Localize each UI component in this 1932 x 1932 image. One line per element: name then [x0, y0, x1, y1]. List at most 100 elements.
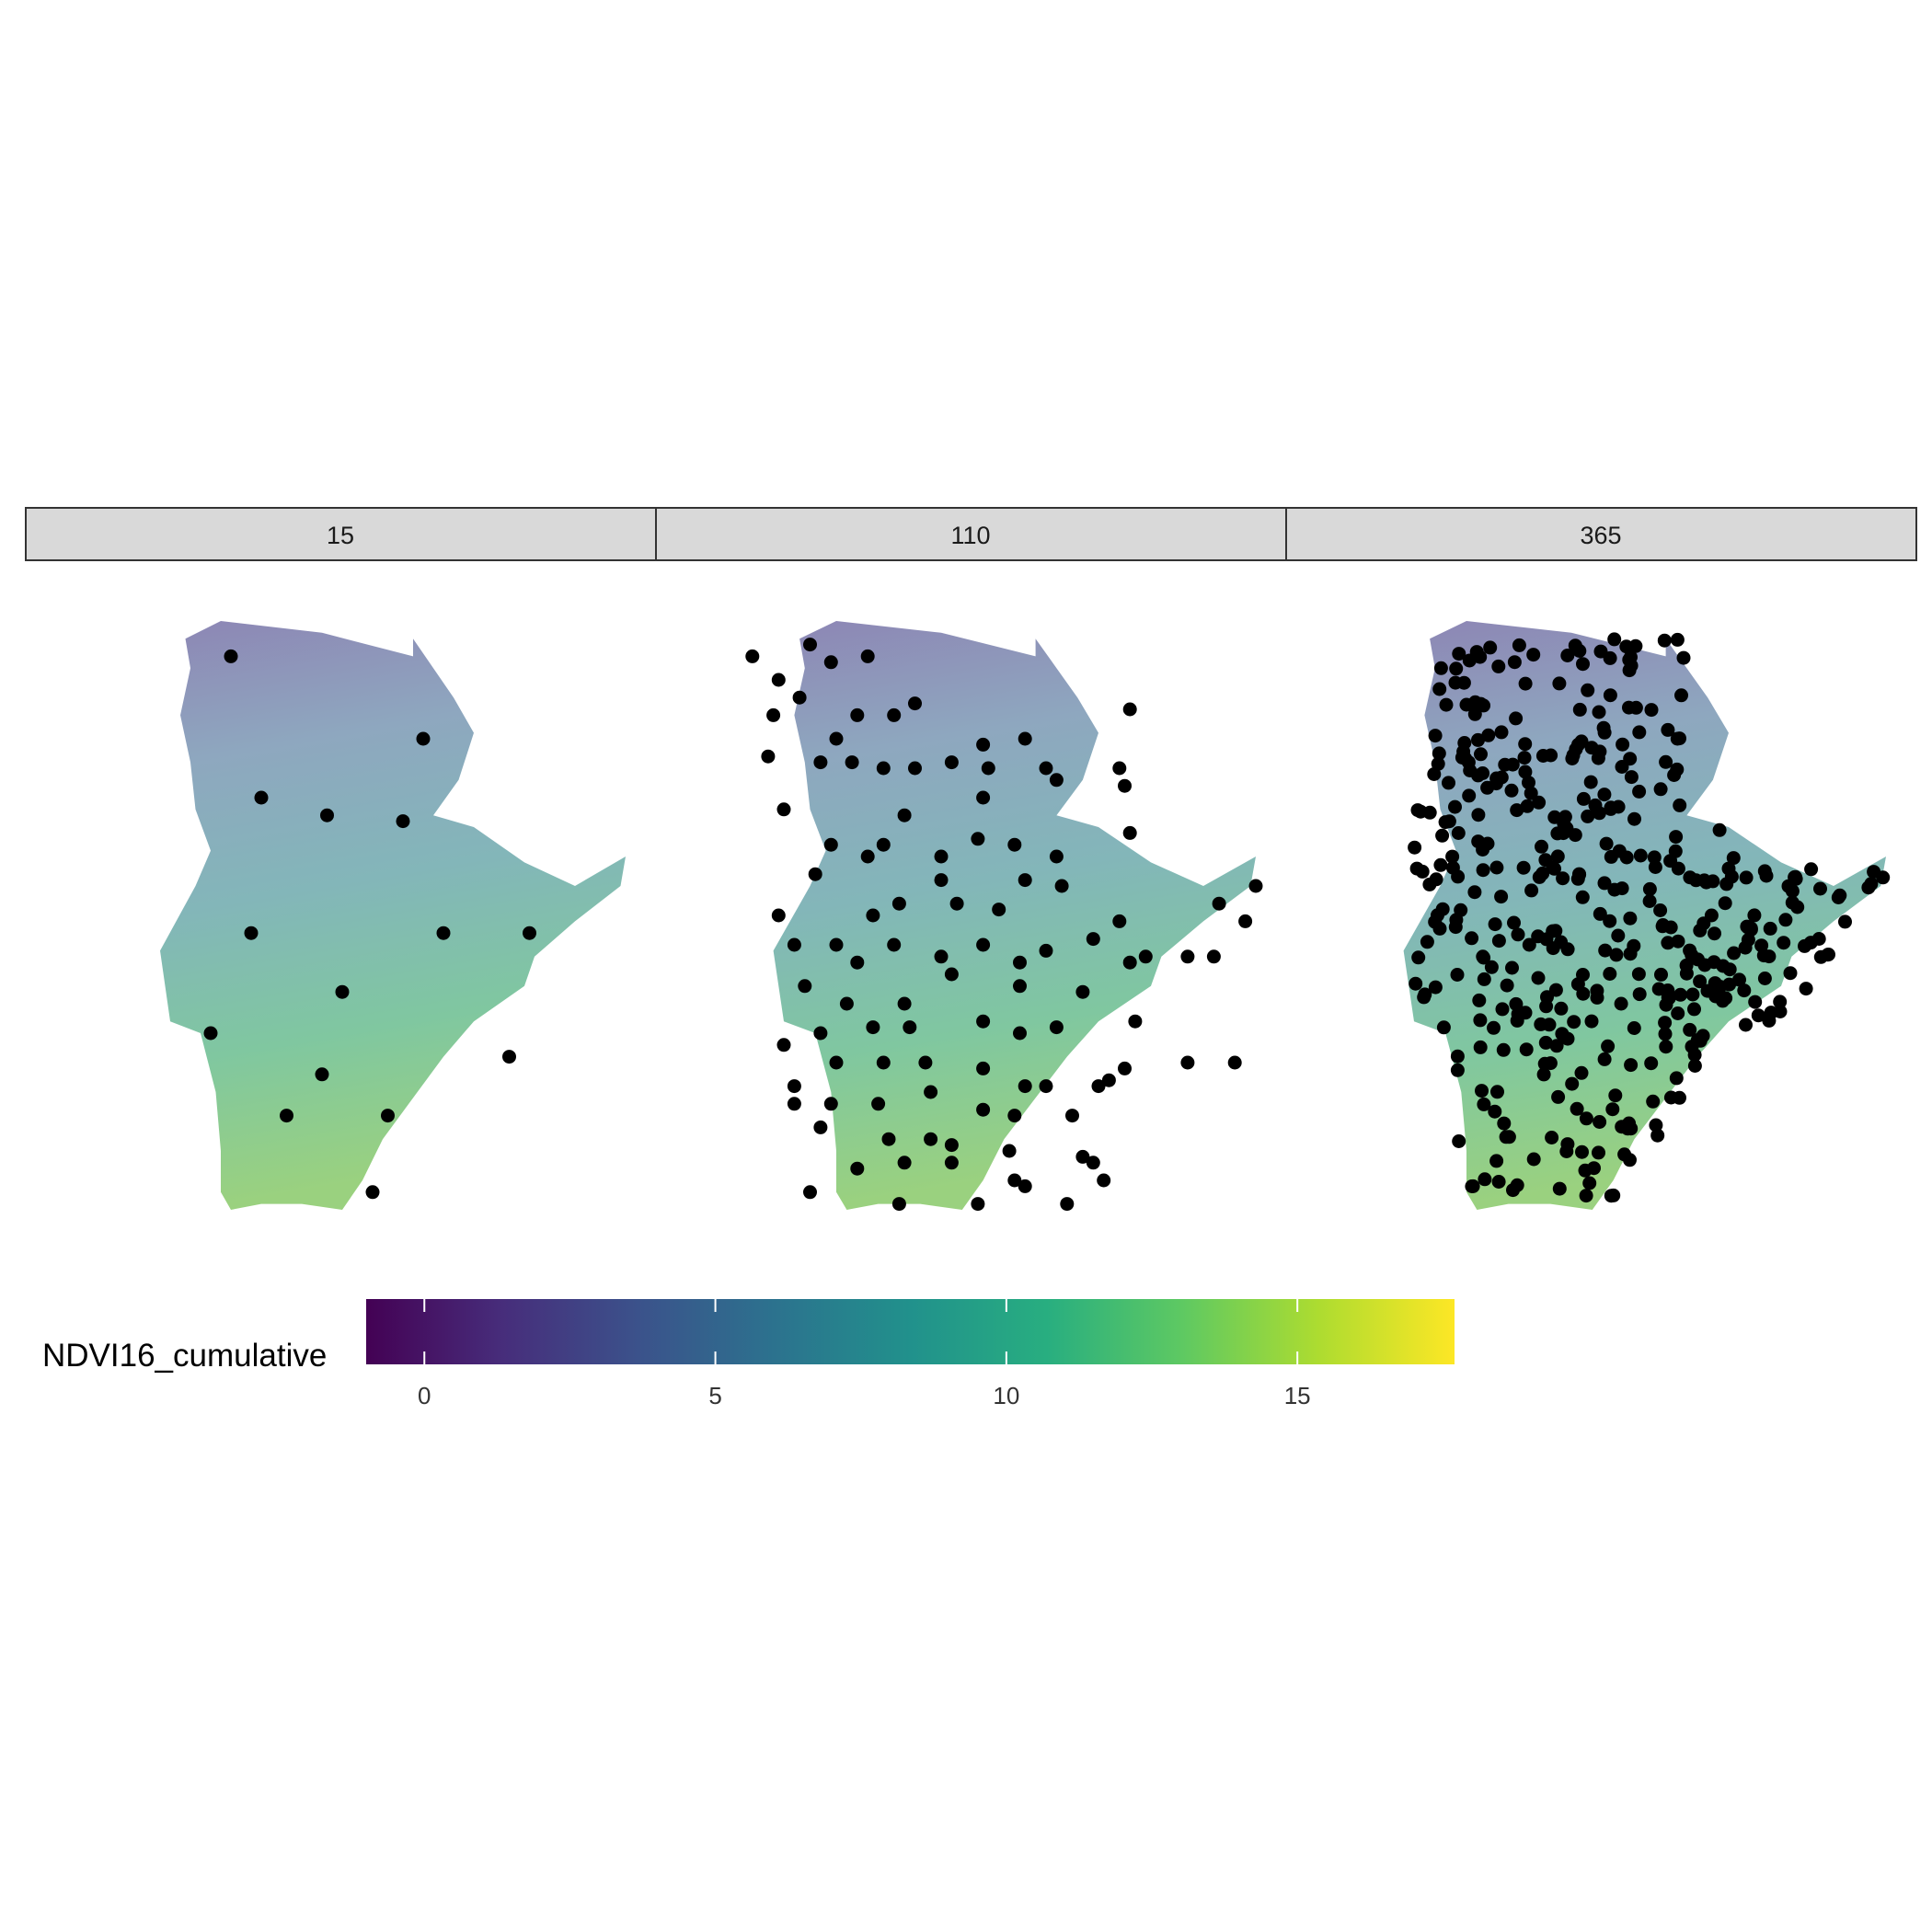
facet-strip-3-label: 365 [1580, 522, 1621, 549]
point-p2-49 [1039, 943, 1053, 958]
point-p2-14 [876, 761, 891, 776]
point-p3-172 [1428, 980, 1443, 995]
point-p3-245 [1579, 1111, 1593, 1126]
point-p2-11 [761, 749, 776, 764]
point-p3-225 [1473, 650, 1488, 664]
point-p2-98 [944, 1138, 959, 1153]
point-p2-90 [871, 1097, 886, 1111]
point-p3-17 [1556, 871, 1570, 886]
point-p3-333 [1653, 782, 1668, 797]
point-p3-259 [1491, 659, 1506, 673]
point-p3-331 [1811, 932, 1826, 946]
colorbar-tick-label-2: 10 [993, 1382, 1019, 1409]
point-p3-281 [1712, 822, 1727, 837]
point-p3-303 [1550, 849, 1565, 864]
point-p3-353 [1471, 834, 1486, 849]
point-p3-15 [1632, 725, 1647, 740]
point-p2-27 [976, 790, 991, 805]
point-p2-93 [1007, 1109, 1022, 1123]
point-p2-99 [1002, 1144, 1017, 1158]
point-p2-105 [1086, 1156, 1100, 1170]
point-p3-138 [1417, 990, 1432, 1005]
point-p3-322 [1583, 775, 1598, 789]
point-p3-396 [1476, 863, 1490, 878]
point-p3-0 [1517, 751, 1532, 765]
point-p3-131 [1661, 722, 1675, 737]
point-p3-360 [1543, 1056, 1558, 1071]
point-p3-160 [1532, 795, 1547, 810]
point-p2-55 [1238, 914, 1253, 928]
point-p3-309 [1433, 857, 1448, 872]
point-p2-31 [934, 849, 949, 864]
point-p2-45 [787, 937, 801, 952]
point-p2-41 [949, 896, 964, 911]
point-p2-29 [823, 837, 838, 852]
point-p3-408 [1615, 1120, 1629, 1134]
point-p3-124 [1644, 1056, 1659, 1071]
point-p3-369 [1693, 974, 1708, 989]
point-p2-9 [766, 707, 781, 722]
point-p2-84 [1118, 1061, 1132, 1075]
point-p2-79 [976, 1061, 991, 1075]
point-p3-136 [1449, 661, 1464, 676]
point-p3-310 [1624, 1058, 1639, 1073]
point-p3-349 [1622, 663, 1637, 678]
point-p1-7 [436, 926, 451, 940]
point-p3-64 [1581, 683, 1595, 697]
point-p2-100 [1075, 1149, 1090, 1164]
point-p2-56 [1248, 879, 1263, 893]
point-p3-170 [1462, 653, 1477, 668]
point-p2-6 [850, 707, 865, 722]
point-p2-104 [1007, 1173, 1022, 1188]
point-p3-38 [1489, 860, 1504, 875]
point-p2-12 [813, 755, 828, 770]
point-p3-77 [1642, 881, 1657, 896]
point-p3-401 [1463, 764, 1478, 777]
point-p3-209 [1568, 638, 1582, 653]
point-p2-62 [798, 979, 812, 994]
point-p3-93 [1685, 987, 1700, 1002]
point-p3-27 [1747, 908, 1762, 923]
point-p2-32 [971, 832, 985, 846]
point-p2-68 [813, 1026, 828, 1041]
point-p2-0 [745, 649, 760, 663]
point-p3-264 [1597, 1052, 1612, 1066]
point-p2-82 [1091, 1079, 1106, 1094]
point-p3-73 [1552, 676, 1567, 691]
point-p3-221 [1739, 1018, 1753, 1032]
point-p2-17 [976, 737, 991, 752]
point-p2-26 [897, 808, 912, 822]
point-p3-276 [1579, 1189, 1593, 1203]
point-p3-386 [1737, 983, 1752, 998]
point-p3-340 [1722, 962, 1737, 977]
point-p3-294 [1798, 938, 1811, 953]
point-p2-19 [981, 761, 995, 776]
colorbar [366, 1299, 1455, 1364]
point-p2-110 [1018, 1179, 1032, 1193]
point-p3-407 [1518, 737, 1533, 752]
point-p3-373 [1429, 872, 1443, 887]
map-panel-3 [1403, 621, 1891, 1210]
point-p3-240 [1651, 982, 1666, 996]
point-p3-105 [1726, 851, 1741, 866]
point-p3-109 [1622, 700, 1636, 715]
point-p3-189 [1432, 682, 1447, 696]
point-p1-8 [523, 926, 536, 940]
point-p3-65 [1489, 1154, 1504, 1168]
point-p3-212 [1439, 697, 1454, 712]
point-p2-8 [887, 707, 902, 722]
point-p3-305 [1490, 1085, 1504, 1099]
point-p2-60 [1013, 955, 1027, 970]
point-p2-1 [803, 638, 817, 652]
point-p3-60 [1456, 675, 1471, 690]
point-p3-313 [1657, 633, 1672, 648]
point-p2-25 [776, 802, 791, 817]
point-p3-286 [1534, 1017, 1548, 1031]
point-p3-206 [1415, 864, 1430, 879]
point-p2-23 [1112, 761, 1127, 776]
point-p2-107 [803, 1185, 817, 1200]
point-p3-290 [1531, 929, 1546, 944]
point-p3-330 [1654, 967, 1668, 982]
point-p1-13 [502, 1050, 516, 1064]
point-p2-64 [897, 996, 912, 1011]
